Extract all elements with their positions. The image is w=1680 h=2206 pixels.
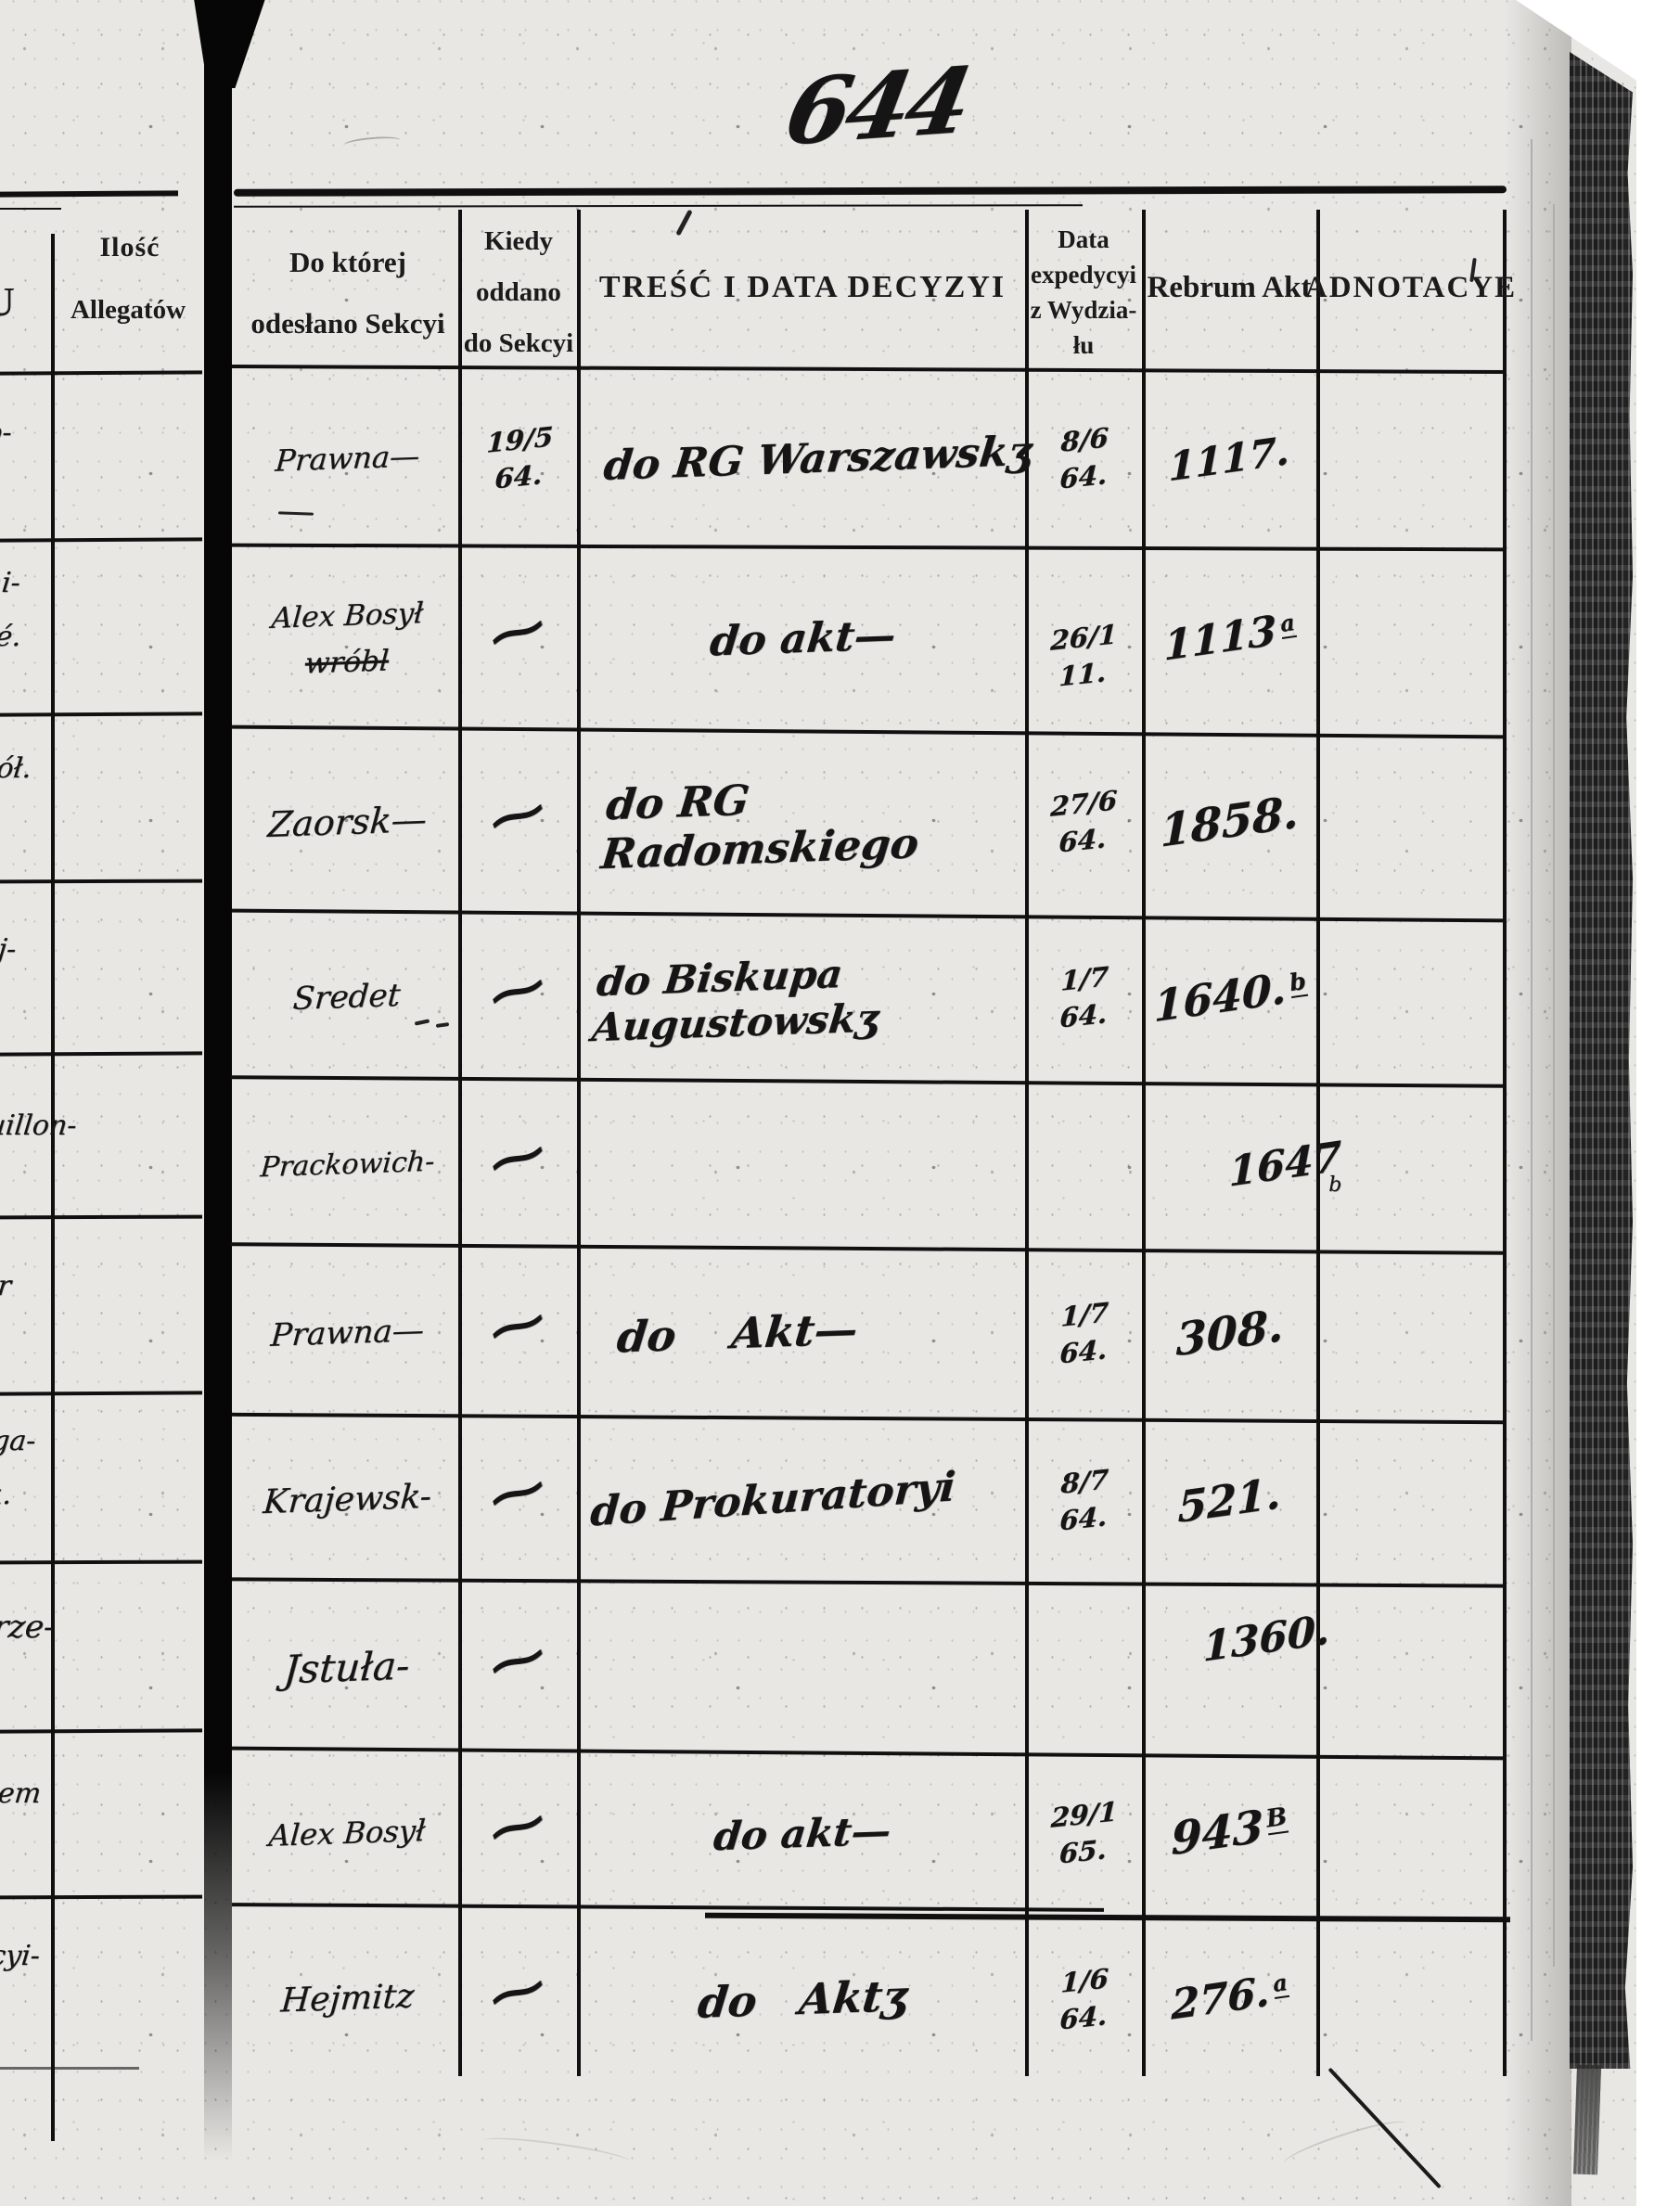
cell-kiedy: 19/5 64. [486,420,555,495]
cell-kiedy: ~ [475,1455,559,1531]
page-fold-line [1531,139,1533,2041]
cell-rebrum: 276. a [1171,1968,1290,2030]
cell-kiedy: ~ [475,1119,559,1195]
book-edge-tail [1572,2064,1602,2175]
cell-tresc [584,1081,1020,1248]
table-right-border [1503,210,1507,2076]
cell-tresc: do akt— [712,1807,893,1859]
table-row: Alex Bosył wróbl ~ do akt— 26/1 11. 1113… [0,547,1680,730]
cell-tresc: do RG Radomskiego [598,775,921,879]
cell-exp: 1/7 64. [1058,960,1109,1034]
cell-sekcya: Sredet [291,977,403,1018]
left-top-rule [0,190,179,198]
book-edge-band [1570,52,1633,2069]
cell-tresc: do Prokuratoryi [588,1463,957,1536]
cell-rebrum: 1117. [1168,427,1290,490]
cell-sekcya: Zaorsk— [265,799,429,845]
cell-rebrum: 1113 a [1164,607,1297,671]
table-row: Krajewsk- ~ do Prokuratoryi 8/7 64. 521. [0,1417,1680,1582]
left-column-line [51,234,55,2141]
cell-rebrum: 943 B [1171,1800,1289,1866]
cell-sekcya: Prawna— [269,1311,425,1354]
column-line [1025,210,1029,2076]
right-edge-shading [1505,0,1571,2206]
cell-kiedy: ~ [475,776,559,853]
cell-rebrum: 1640. b [1153,962,1308,1032]
cell-rebrum: 308. [1175,1299,1283,1366]
cell-kiedy: ~ [475,952,559,1028]
cell-kiedy: ~ [475,1954,559,2030]
table-row: Prawna— ~ do Akt— 1/7 64. 308. [0,1248,1680,1417]
column-line [1142,210,1146,2076]
column-line [458,210,462,2076]
cell-exp: 27/6 64. [1050,784,1119,859]
cell-tresc: do Aktʒ [695,1969,910,2028]
cell-tresc [584,1582,1020,1753]
table-row: Alex Bosył ~ do akt— 29/1 65. 943 B [0,1753,1680,1913]
cell-sekcya: Krajewsk- [261,1477,433,1522]
cell-kiedy: ~ [475,594,559,670]
gutter-shadow [204,0,232,2161]
header-data-expedycyi: Data expedycyi z Wydzia- łu [1030,225,1137,359]
cell-exp [1027,1582,1140,1753]
left-col-header-allegatow: Allegatów [70,295,186,325]
table-row: Prackowich- ~ 1647 b [0,1081,1680,1248]
table-row: Prawna— 19/5 64. do RG Warszawskʒ 8/6 64… [0,369,1680,547]
header-adnotacye: ADNOTACYE [1304,270,1518,304]
cell-tresc: do RG Warszawskʒ [601,427,1034,490]
cell-tresc: do akt— [707,611,898,666]
cell-tresc: do Akt— [614,1303,861,1362]
table-row: Jstuła- ~ 1360. [0,1582,1680,1753]
cell-rebrum: 1647 b [1228,1132,1342,1197]
left-row-separator [0,2067,139,2070]
cell-tresc: do Biskupa Augustowskʒ [589,951,881,1051]
left-margin-strip: U Ilość Allegatów ro- lni- mé. ciół. kij… [0,0,204,2206]
backdrop-right-margin [1636,0,1680,2206]
header-kiedy: Kiedy oddano do Sekcyi [463,225,574,358]
table-row: Sredet ~ do Biskupa Augustowskʒ 1/7 64. … [0,914,1680,1081]
cell-kiedy: ~ [475,1622,559,1699]
table-row: Hejmitz ~ do Aktʒ 1/6 64. 276. a [0,1913,1680,2084]
column-line [1316,210,1320,2076]
cell-exp: 26/1 11. [1050,617,1119,692]
cell-exp [1027,1081,1140,1248]
cell-exp: 1/6 64. [1058,1962,1109,2035]
cell-sekcya: Prawna— [273,438,421,479]
cell-sekcya: Hejmitz [278,1977,416,2020]
cell-sekcya: Alex Bosył wróbl [270,596,424,681]
column-line [577,210,581,2076]
header-do-ktorej: Do której odesłano Sekcyi [250,246,445,340]
cell-exp: 29/1 65. [1050,1795,1119,1870]
cell-rebrum: 1858. [1160,786,1299,858]
cell-exp: 8/6 64. [1058,421,1109,495]
cell-exp: 1/7 64. [1058,1296,1109,1369]
cell-rebrum: 521. [1177,1467,1281,1533]
left-col-header-ilosc: Ilość [99,232,160,263]
cell-sekcya: Alex Bosył [267,1813,427,1853]
cell-sekcya: Prackowich- [258,1145,436,1184]
cell-kiedy: ~ [475,1288,559,1364]
table-row: Zaorsk— ~ do RG Radomskiego 27/6 64. 185… [0,730,1680,914]
page-number: 644 [777,47,976,167]
header-rebrum-akt: Rebrum Akt [1147,270,1312,304]
cell-exp: 8/7 64. [1058,1463,1109,1536]
header-tresc: TREŚĆ I DATA DECYZYI [598,270,1007,304]
page-fold-line [1553,204,1555,1967]
cell-kiedy: ~ [475,1788,559,1864]
left-header-fragment: U [0,278,15,326]
cell-sekcya: Jstuła- [282,1642,412,1693]
left-top-rule-thin [0,208,61,210]
